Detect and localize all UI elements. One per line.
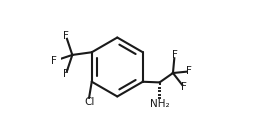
Text: F: F	[63, 69, 69, 79]
Text: Cl: Cl	[84, 97, 94, 107]
Text: F: F	[63, 31, 69, 41]
Text: NH₂: NH₂	[151, 99, 170, 109]
Text: F: F	[186, 66, 192, 76]
Text: F: F	[181, 82, 187, 92]
Text: F: F	[50, 56, 56, 66]
Text: F: F	[172, 50, 177, 60]
